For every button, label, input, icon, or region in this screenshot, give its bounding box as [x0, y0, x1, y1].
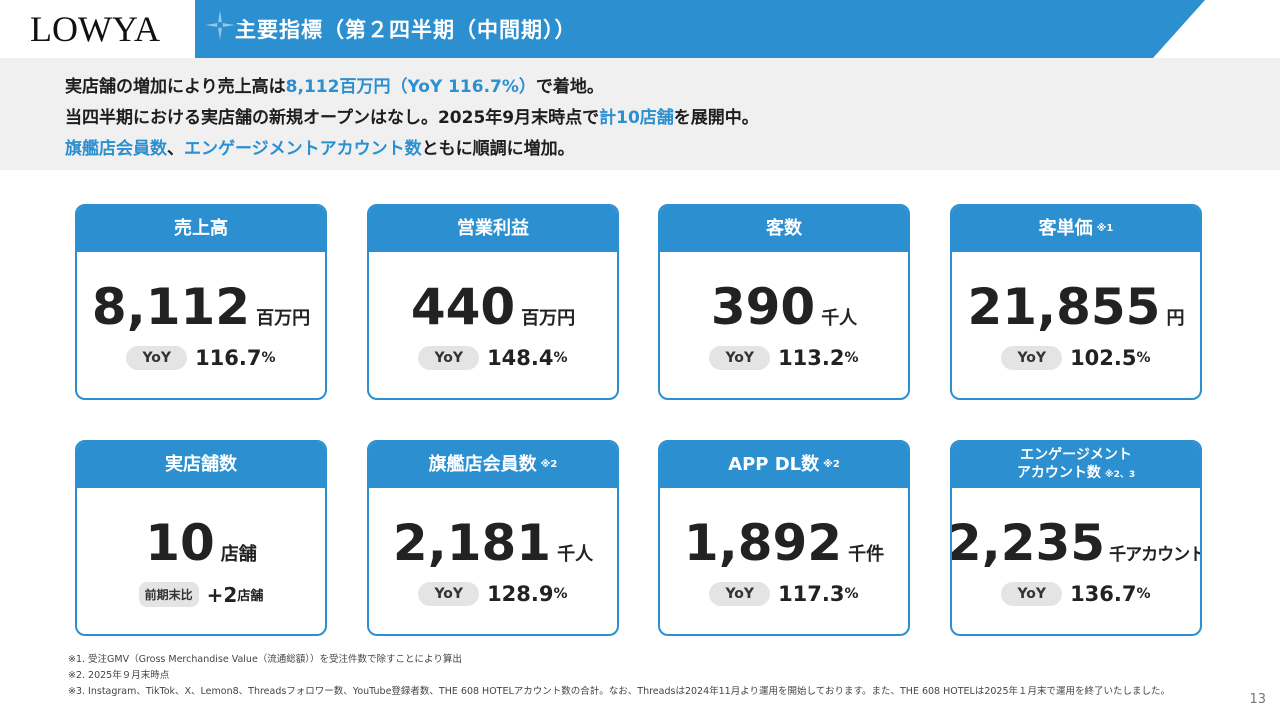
card-title: 実店舗数 — [77, 442, 325, 488]
page-title: 主要指標（第２四半期（中間期）） — [235, 18, 577, 42]
kpi-value: 8,112 — [91, 278, 251, 336]
footnotes: ※1. 受注GMV（Gross Merchandise Value（流通総額））… — [68, 652, 1170, 700]
footnote-ref: ※1 — [1096, 223, 1114, 234]
yoy-badge: YoY — [1001, 346, 1063, 370]
kpi-value: 440 — [410, 278, 516, 336]
page-number: 13 — [1249, 692, 1266, 707]
card-title: エンゲージメント アカウント数 ※2、3 — [952, 442, 1200, 488]
yoy-percent: % — [261, 350, 276, 366]
yoy-value: 113.2 — [778, 346, 845, 370]
kpi-card-flagship-members: 旗艦店会員数 ※2 2,181 千人 YoY 128.9% — [367, 440, 619, 636]
kpi-unit: 百万円 — [256, 308, 311, 329]
kpi-card-customers: 客数 390 千人 YoY 113.2% — [658, 204, 910, 400]
kpi-unit: 千アカウント — [1109, 545, 1202, 565]
yoy-percent: % — [1136, 350, 1151, 366]
kpi-unit: 千人 — [557, 544, 594, 565]
yoy-value: 128.9 — [487, 582, 554, 606]
footnote-ref: ※2 — [823, 459, 840, 470]
kpi-value: 21,855 — [967, 278, 1161, 336]
summary-band: 実店舗の増加により売上高は8,112百万円（YoY 116.7%）で着地。 当四… — [0, 58, 1280, 170]
footnote-1: ※1. 受注GMV（Gross Merchandise Value（流通総額））… — [68, 654, 462, 665]
footnote-ref: ※2、3 — [1104, 470, 1136, 480]
yoy-badge: YoY — [418, 346, 480, 370]
yoy-badge: YoY — [709, 346, 771, 370]
kpi-card-average-spend: 客単価 ※1 21,855 円 YoY 102.5% — [950, 204, 1202, 400]
title-bar-shape — [195, 0, 1205, 58]
yoy-value: 117.3 — [778, 582, 845, 606]
store-diff-value: +2 — [206, 582, 238, 607]
card-title: 売上高 — [77, 206, 325, 252]
kpi-value: 2,235 — [950, 514, 1106, 572]
card-title: APP DL数 ※2 — [660, 442, 908, 488]
period-end-badge: 前期末比 — [138, 582, 199, 607]
yoy-percent: % — [1136, 586, 1151, 602]
card-title: 旗艦店会員数 ※2 — [369, 442, 617, 488]
yoy-percent: % — [844, 586, 859, 602]
yoy-value: 136.7 — [1070, 582, 1137, 606]
summary-line-3: 旗艦店会員数、エンゲージメントアカウント数ともに順調に増加。 — [65, 139, 575, 159]
yoy-percent: % — [553, 586, 568, 602]
company-logo: LOWYA — [0, 0, 195, 58]
store-diff-unit: 店舗 — [237, 589, 264, 604]
card-title: 客数 — [660, 206, 908, 252]
kpi-card-store-count: 実店舗数 10 店舗 前期末比 +2 店舗 — [75, 440, 327, 636]
compass-star-icon — [197, 2, 243, 48]
kpi-unit: 百万円 — [521, 308, 576, 329]
kpi-value: 10 — [145, 514, 215, 572]
yoy-value: 116.7 — [195, 346, 262, 370]
kpi-unit: 千件 — [848, 544, 885, 565]
title-bar: 主要指標（第２四半期（中間期）） — [195, 0, 1280, 58]
yoy-value: 102.5 — [1070, 346, 1137, 370]
yoy-badge: YoY — [709, 582, 771, 606]
kpi-value: 1,892 — [683, 514, 843, 572]
kpi-card-engagement-accounts: エンゲージメント アカウント数 ※2、3 2,235 千アカウント YoY 136.7… — [950, 440, 1202, 636]
kpi-value: 390 — [710, 278, 816, 336]
yoy-value: 148.4 — [487, 346, 554, 370]
card-title: 客単価 ※1 — [952, 206, 1200, 252]
kpi-value: 2,181 — [392, 514, 552, 572]
kpi-unit: 円 — [1166, 308, 1185, 329]
yoy-percent: % — [844, 350, 859, 366]
kpi-card-sales: 売上高 8,112 百万円 YoY 116.7% — [75, 204, 327, 400]
kpi-card-app-downloads: APP DL数 ※2 1,892 千件 YoY 117.3% — [658, 440, 910, 636]
summary-line-1: 実店舗の増加により売上高は8,112百万円（YoY 116.7%）で着地。 — [65, 77, 604, 97]
summary-line-2: 当四半期における実店舗の新規オープンはなし。2025年9月末時点で計10店舗を展… — [65, 108, 759, 128]
footnote-2: ※2. 2025年９月末時点 — [68, 670, 170, 681]
kpi-unit: 千人 — [821, 308, 858, 329]
footnote-ref: ※2 — [540, 459, 558, 470]
yoy-percent: % — [553, 350, 568, 366]
kpi-card-operating-profit: 営業利益 440 百万円 YoY 148.4% — [367, 204, 619, 400]
kpi-unit: 店舗 — [220, 544, 257, 565]
yoy-badge: YoY — [1001, 582, 1063, 606]
yoy-badge: YoY — [126, 346, 188, 370]
logo-text: LOWYA — [30, 9, 160, 49]
footnote-3: ※3. Instagram、TikTok、X、Lemon8、Threadsフォロ… — [68, 686, 1171, 697]
card-title: 営業利益 — [369, 206, 617, 252]
yoy-badge: YoY — [418, 582, 480, 606]
